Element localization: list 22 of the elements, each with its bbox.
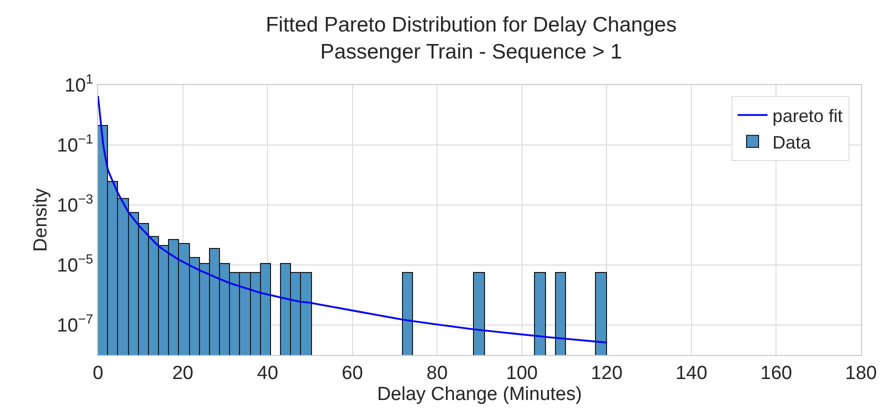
x-tick-label: 20 — [172, 362, 194, 384]
x-tick-label: 120 — [590, 362, 623, 384]
y-tick-label: 10$^{−5}$ — [56, 252, 94, 277]
x-tick-label: 60 — [342, 362, 363, 384]
y-tick-label: 10$^{−1}$ — [56, 132, 94, 157]
x-axis-title: Delay Change (Minutes) — [377, 384, 582, 405]
y-tick-label: 10$^{1}$ — [64, 72, 94, 97]
x-tick-label: 100 — [506, 362, 538, 384]
y-tick-label: 10$^{−7}$ — [56, 312, 94, 337]
legend-label: pareto fit — [772, 106, 843, 126]
x-tick-label: 140 — [676, 362, 708, 384]
x-tick-label: 180 — [845, 362, 877, 384]
x-tick-label: 0 — [92, 362, 104, 384]
y-axis-title: Density — [30, 188, 52, 252]
chart-title: Fitted Pareto Distribution for Delay Changes — [266, 13, 677, 36]
legend-label: Data — [772, 132, 812, 152]
y-tick-label: 10$^{−3}$ — [56, 192, 94, 217]
x-tick-label: 40 — [256, 362, 278, 384]
x-tick-label: 80 — [426, 362, 448, 384]
x-tick-label: 160 — [760, 362, 792, 384]
chart-subtitle: Passenger Train - Sequence > 1 — [320, 40, 622, 64]
line-series — [98, 95, 608, 344]
